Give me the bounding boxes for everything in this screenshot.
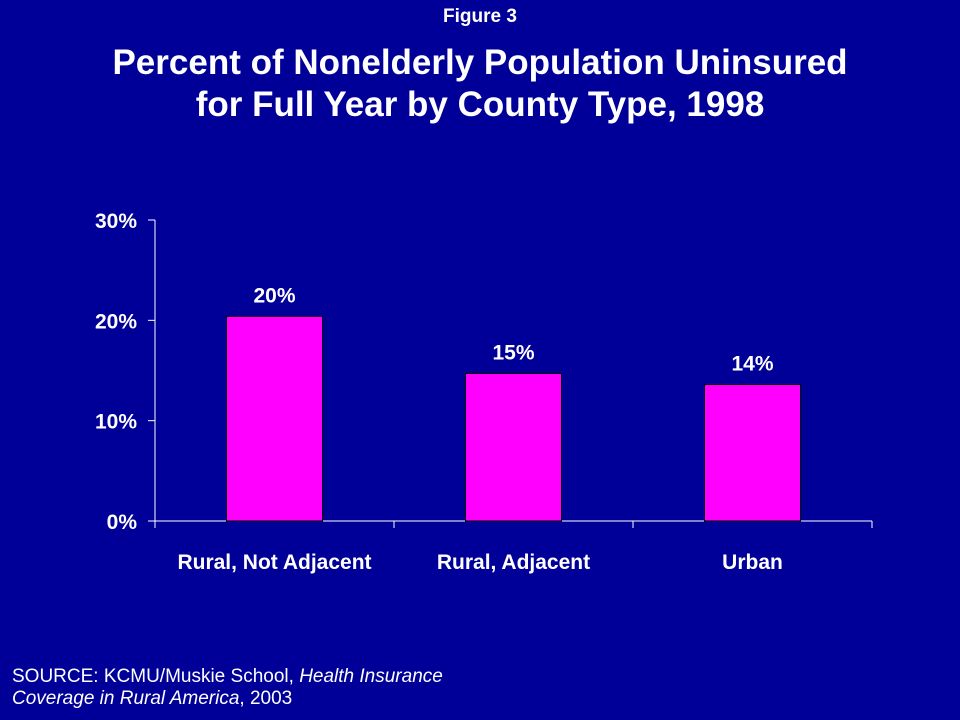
x-tick-label: Rural, Adjacent: [437, 551, 590, 574]
bar: [465, 373, 562, 522]
source-suffix: , 2003: [239, 688, 293, 709]
y-tick-label: 10%: [95, 411, 137, 434]
y-tick-label: 30%: [95, 210, 137, 233]
chart-title: Percent of Nonelderly Population Uninsur…: [40, 42, 920, 126]
source-prefix: SOURCE: KCMU/Muskie School,: [12, 666, 300, 687]
bar: [704, 384, 801, 522]
chart-title-line-1: Percent of Nonelderly Population Uninsur…: [112, 43, 848, 82]
data-label: 14%: [731, 353, 773, 376]
data-label: 15%: [492, 342, 534, 365]
y-tick-label: 20%: [95, 310, 137, 333]
y-tick-label: 0%: [107, 511, 138, 534]
source-publication-part1: Health Insurance: [299, 666, 443, 687]
figure-label: Figure 3: [443, 6, 517, 27]
source-note: SOURCE: KCMU/Muskie School, Health Insur…: [12, 666, 712, 710]
data-label: 20%: [253, 284, 295, 307]
x-tick-label: Rural, Not Adjacent: [177, 551, 371, 574]
bar: [226, 315, 323, 522]
x-tick-label: Urban: [722, 551, 783, 574]
chart-title-line-2: for Full Year by County Type, 1998: [195, 85, 765, 124]
source-publication-part2: Coverage in Rural America: [12, 688, 240, 709]
